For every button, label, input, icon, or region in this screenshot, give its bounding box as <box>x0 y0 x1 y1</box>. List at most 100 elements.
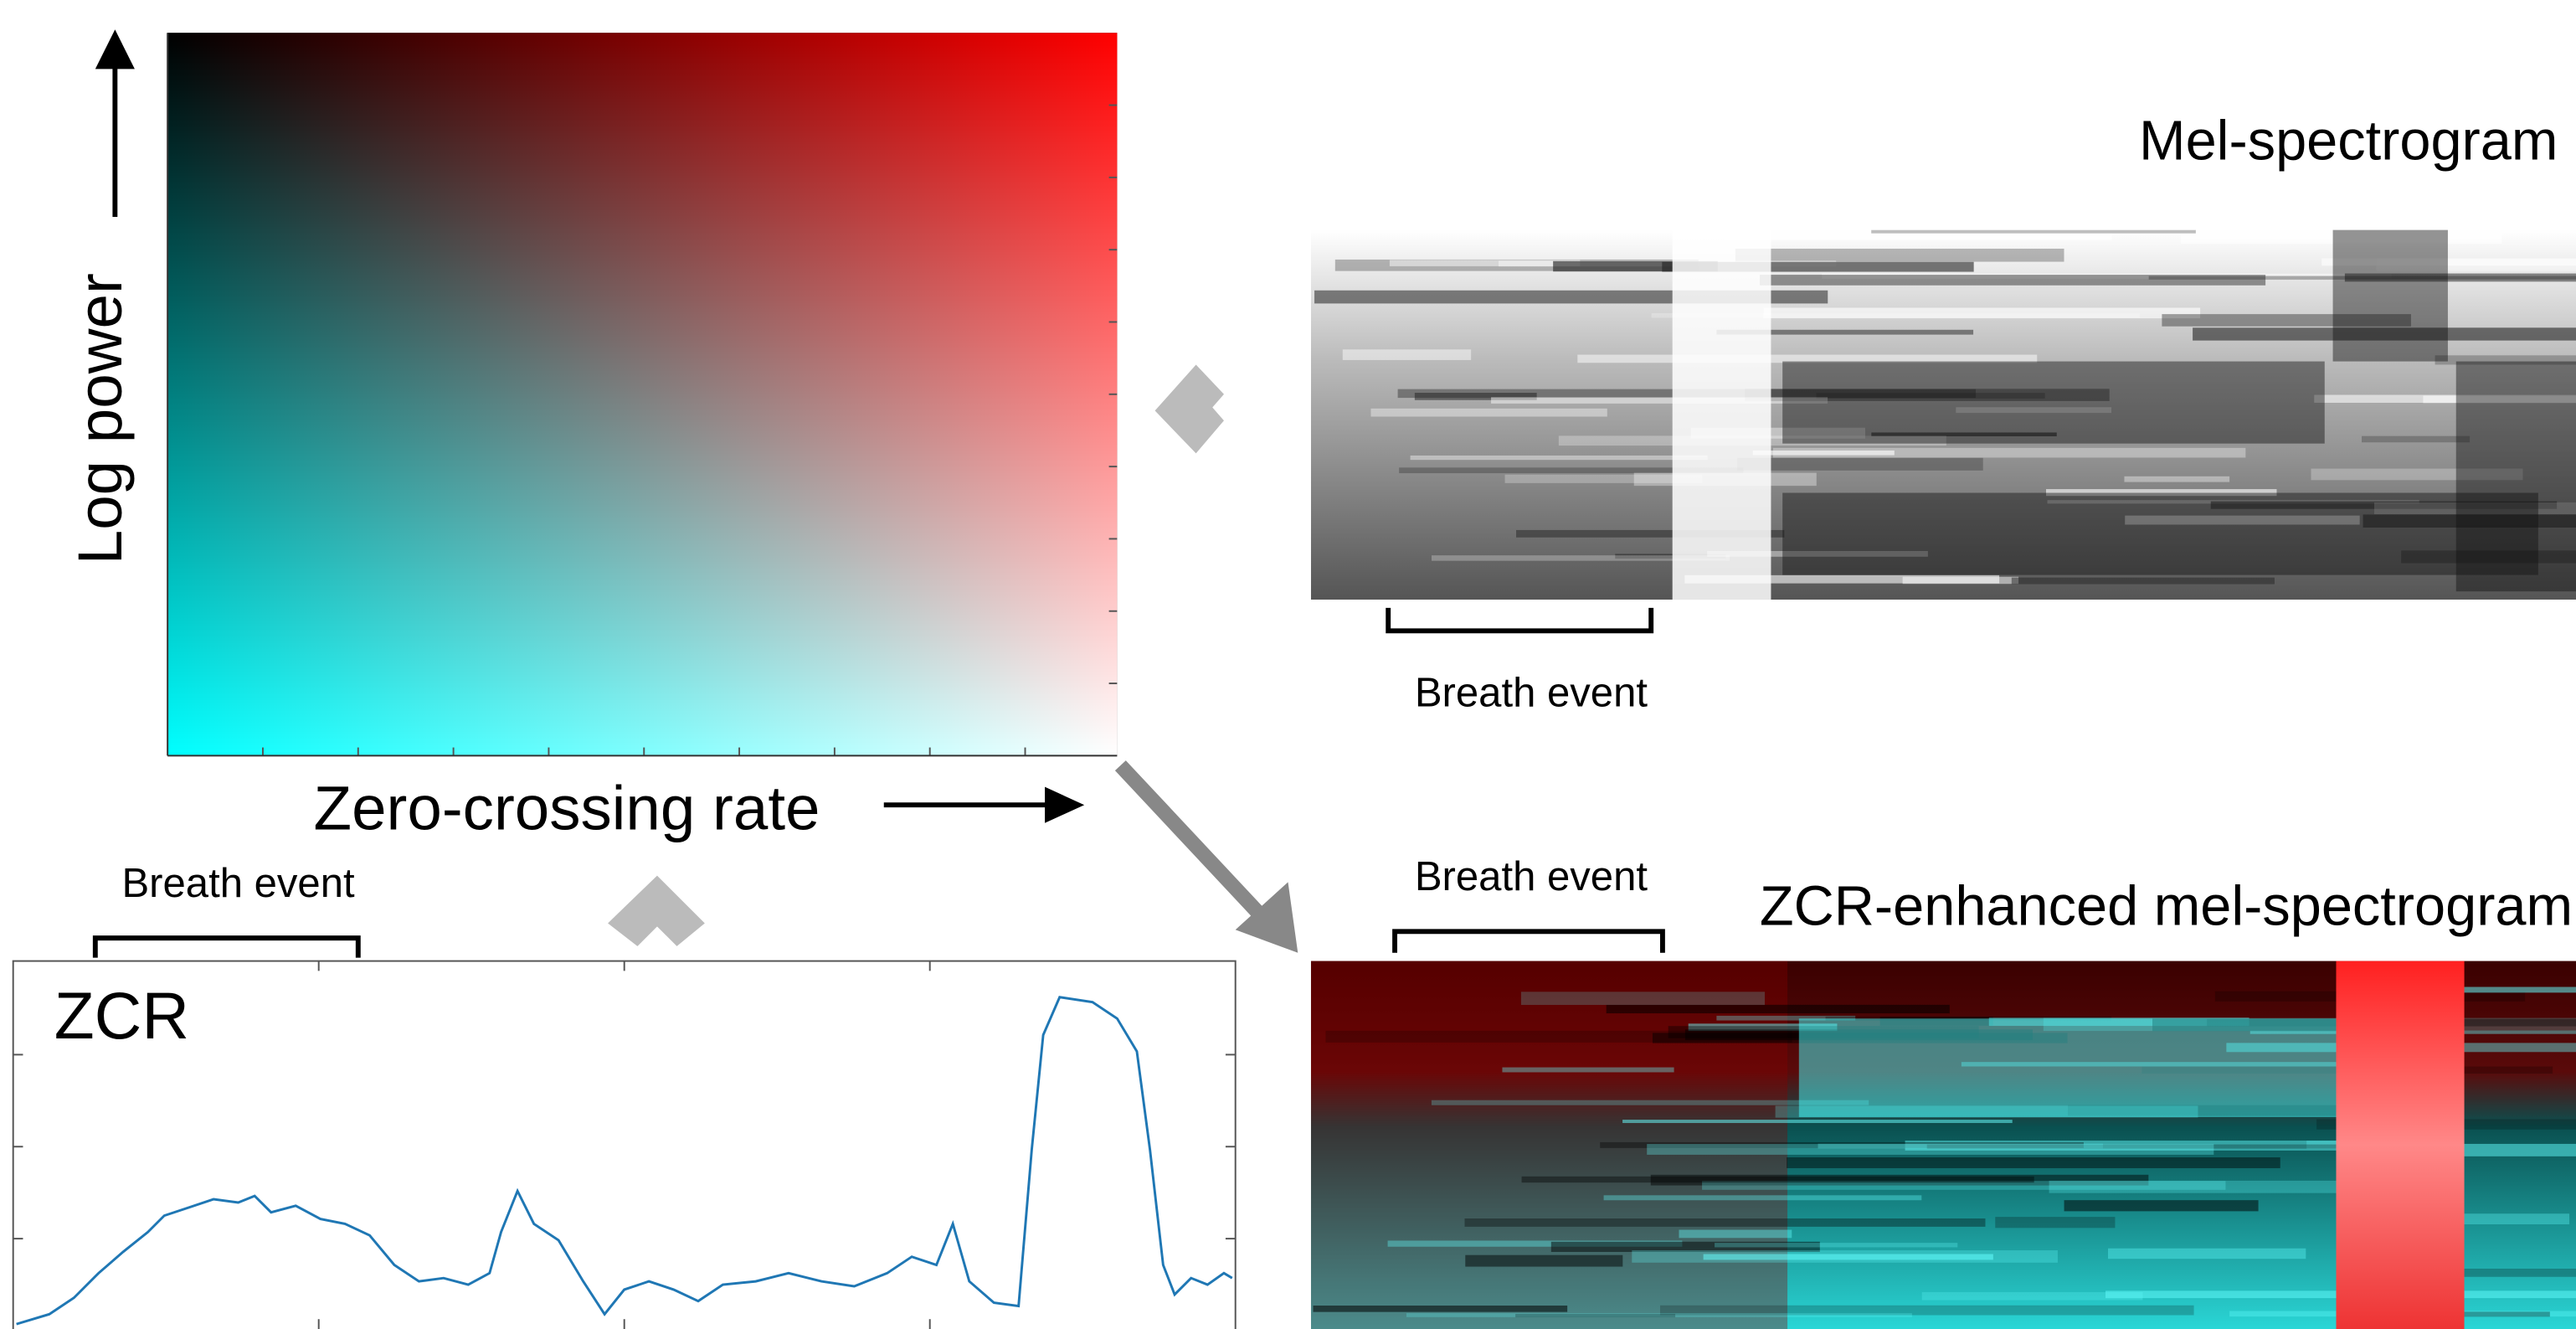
texture <box>2162 314 2411 327</box>
texture <box>1688 1023 1838 1032</box>
texture <box>1431 555 1730 561</box>
annotation: Breath event <box>1415 671 1648 716</box>
texture <box>2148 276 2576 280</box>
texture <box>1387 1240 1683 1247</box>
texture <box>1702 1181 2226 1190</box>
arrowhead <box>95 29 135 70</box>
texture <box>1725 232 2112 240</box>
texture <box>1735 248 2064 262</box>
texture <box>1600 1141 2084 1148</box>
zcr-label: ZCR <box>54 979 189 1053</box>
texture <box>1662 261 1974 272</box>
texture <box>1410 455 1708 461</box>
texture <box>1822 273 2392 279</box>
texture <box>1651 313 2140 318</box>
texture <box>1956 407 2112 414</box>
texture <box>2344 273 2576 282</box>
texture <box>1325 1030 1792 1043</box>
bracket <box>1386 607 1654 634</box>
texture <box>1406 1313 1912 1317</box>
texture <box>1752 450 1895 456</box>
texture <box>1606 1004 1950 1014</box>
texture <box>1615 554 1726 559</box>
texture <box>1550 1241 1820 1252</box>
annotation: Breath event <box>1415 854 1648 899</box>
texture <box>1715 1243 1958 1248</box>
texture <box>1650 1174 2149 1186</box>
texture <box>1782 361 2325 444</box>
texture <box>1342 349 1472 360</box>
texture <box>1414 393 1537 400</box>
texture <box>1521 1176 2034 1183</box>
texture <box>1520 992 1766 1005</box>
zcr-curve <box>16 996 1233 1326</box>
texture <box>1745 389 2110 401</box>
texture <box>2180 233 2502 244</box>
texture <box>1787 1157 2280 1168</box>
texture <box>1603 1195 1922 1201</box>
texture <box>1816 393 2045 399</box>
texture <box>1703 1254 1993 1260</box>
texture <box>1995 1217 2116 1229</box>
texture <box>1760 275 2266 286</box>
arrow <box>1114 760 1271 925</box>
texture <box>1516 529 1785 538</box>
texture <box>2125 515 2360 525</box>
arrowhead <box>1235 882 1298 953</box>
texture <box>2436 986 2576 993</box>
texture <box>2064 1200 2259 1212</box>
texture <box>1707 551 1928 557</box>
texture <box>2321 258 2576 266</box>
texture <box>1716 1015 1856 1021</box>
mel-spectrogram <box>1310 229 2576 600</box>
texture <box>1679 1229 1792 1239</box>
texture <box>2408 1268 2576 1277</box>
texture <box>2193 327 2576 341</box>
texture <box>1905 1141 2443 1151</box>
texture <box>1504 474 1703 483</box>
texture <box>2435 355 2576 365</box>
texture <box>1515 1313 1676 1318</box>
chevron <box>1154 364 1224 454</box>
texture <box>2049 1180 2360 1193</box>
texture <box>2124 476 2230 482</box>
texture <box>1871 432 2057 436</box>
texture <box>2363 514 2576 528</box>
texture <box>2401 550 2576 564</box>
texture <box>1370 408 1607 417</box>
texture <box>1871 229 2196 234</box>
texture <box>1465 1254 1623 1267</box>
texture <box>2011 577 2275 585</box>
texture <box>2373 502 2576 515</box>
colormap-ticks <box>261 104 1118 756</box>
zcr-enhanced-spectrogram <box>1310 961 2576 1329</box>
texture <box>1502 1067 1674 1073</box>
texture <box>1763 307 2201 319</box>
texture <box>2455 361 2576 592</box>
texture <box>1737 457 1983 471</box>
annotation: Breath event <box>121 861 355 906</box>
texture <box>2107 1248 2306 1259</box>
colormap-cyan <box>167 33 1118 756</box>
texture <box>1684 574 2000 584</box>
texture <box>1491 397 1828 404</box>
texture <box>2332 229 2448 362</box>
arrowhead <box>1045 786 1085 823</box>
texture <box>1818 1143 2103 1149</box>
y-axis-label: Log power <box>65 273 135 564</box>
panel-title: Mel-spectrogram <box>2139 110 2558 172</box>
bracket <box>92 935 361 958</box>
texture <box>1622 1120 2013 1124</box>
texture <box>1389 260 1581 266</box>
zcr-ticks <box>13 961 1236 1329</box>
texture <box>2376 259 2576 271</box>
panel-title: ZCR-enhanced mel-spectrogram <box>1760 875 2573 937</box>
texture <box>1660 1305 2194 1316</box>
texture <box>1798 1018 2342 1117</box>
texture <box>1431 1100 1869 1105</box>
texture <box>1782 492 2538 575</box>
x-axis-label: Zero-crossing rate <box>314 774 820 843</box>
chevron <box>608 875 705 946</box>
